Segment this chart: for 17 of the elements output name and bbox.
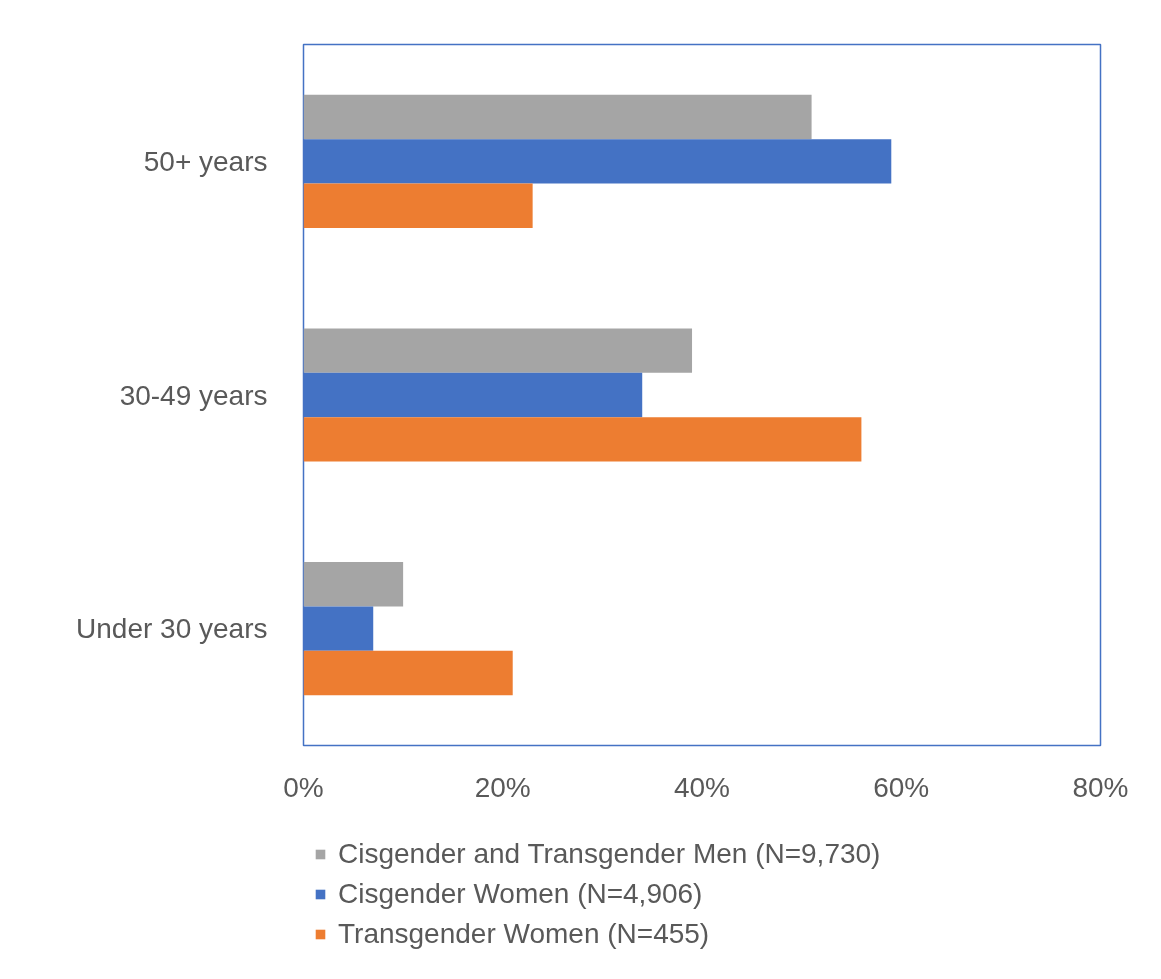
x-tick-label: 60% (873, 771, 930, 803)
y-tick-label: 30-49 years (119, 379, 268, 411)
legend-label: Cisgender and Transgender Men (N=9,730) (338, 838, 881, 870)
bar (303, 183, 533, 228)
legend-label: Transgender Women (N=455) (338, 918, 710, 950)
bar (303, 417, 862, 462)
y-tick-label: Under 30 years (76, 613, 268, 645)
x-tick-label: 0% (283, 771, 324, 803)
bar (303, 650, 513, 696)
x-tick-label: 40% (673, 771, 731, 803)
bar (303, 94, 812, 140)
legend-label: Cisgender Women (N=4,906) (338, 878, 703, 910)
x-tick-label: 80% (1072, 771, 1129, 803)
y-tick-label: 50+ years (143, 145, 268, 177)
bar (303, 562, 404, 607)
bar (303, 328, 693, 373)
x-tick-label: 20% (474, 771, 531, 803)
